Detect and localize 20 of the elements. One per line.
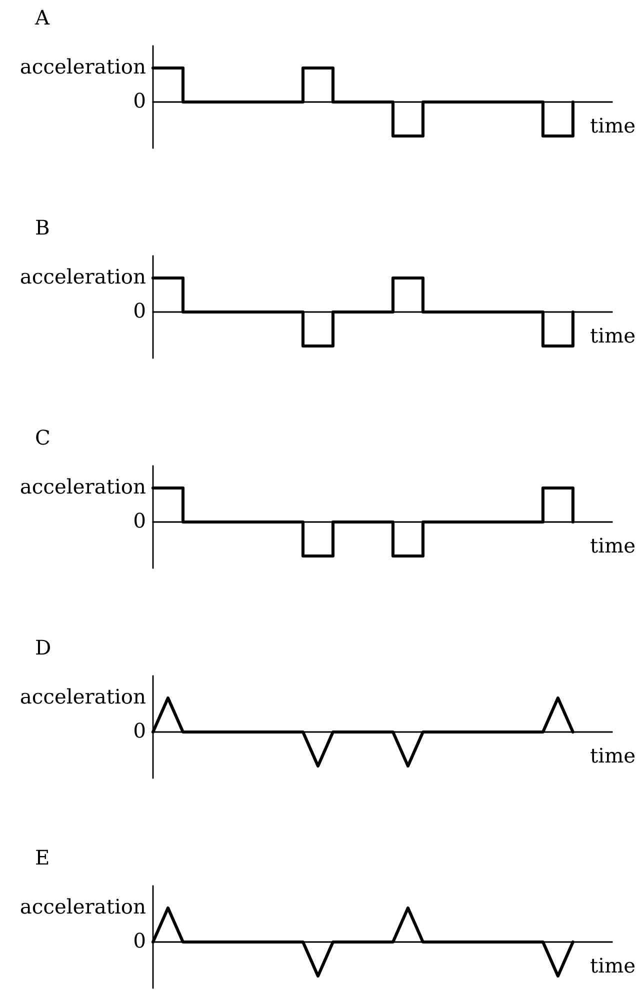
chart-title: B [36, 220, 49, 235]
y-axis-title: acceleration [20, 688, 146, 704]
x-axis-title: time [590, 328, 635, 343]
text: 0 [134, 932, 145, 948]
text: 0 [134, 512, 145, 528]
text: 0 [134, 722, 145, 738]
text: 0 [134, 302, 145, 318]
y-axis-title: acceleration [20, 898, 146, 914]
y-axis-title: acceleration [20, 268, 146, 284]
y-axis-title: acceleration [20, 58, 146, 74]
x-axis-title: time [590, 538, 635, 553]
chart-title: A [34, 10, 50, 25]
x-axis-title: time [590, 118, 635, 133]
y-axis-title: acceleration [20, 478, 146, 494]
chart-title: E [36, 850, 48, 865]
x-axis-title: time [590, 958, 635, 973]
text: 0 [134, 92, 145, 108]
x-axis-title: time [590, 748, 635, 763]
chart-title: C [36, 430, 50, 445]
chart-title: D [36, 640, 50, 655]
